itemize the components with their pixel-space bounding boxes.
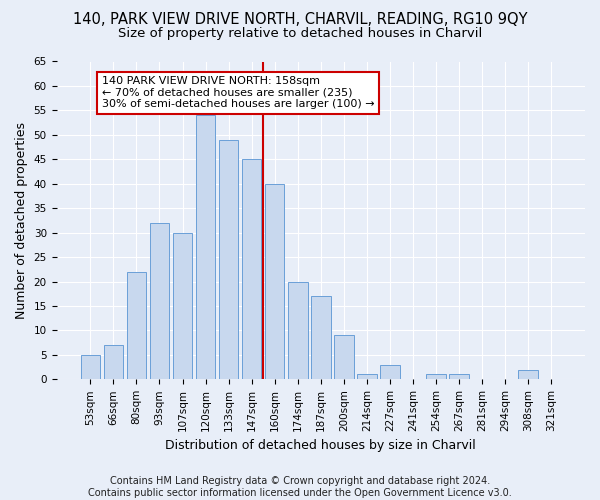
Bar	[518, 370, 538, 380]
Text: Contains HM Land Registry data © Crown copyright and database right 2024.
Contai: Contains HM Land Registry data © Crown c…	[88, 476, 512, 498]
Bar	[242, 160, 262, 380]
Text: 140, PARK VIEW DRIVE NORTH, CHARVIL, READING, RG10 9QY: 140, PARK VIEW DRIVE NORTH, CHARVIL, REA…	[73, 12, 527, 28]
Bar	[173, 232, 193, 380]
X-axis label: Distribution of detached houses by size in Charvil: Distribution of detached houses by size …	[166, 440, 476, 452]
Bar	[288, 282, 308, 380]
Bar	[334, 336, 353, 380]
Y-axis label: Number of detached properties: Number of detached properties	[15, 122, 28, 319]
Bar	[127, 272, 146, 380]
Bar	[311, 296, 331, 380]
Bar	[196, 116, 215, 380]
Bar	[426, 374, 446, 380]
Bar	[380, 364, 400, 380]
Bar	[80, 355, 100, 380]
Bar	[357, 374, 377, 380]
Bar	[265, 184, 284, 380]
Bar	[104, 345, 123, 380]
Text: Size of property relative to detached houses in Charvil: Size of property relative to detached ho…	[118, 28, 482, 40]
Text: 140 PARK VIEW DRIVE NORTH: 158sqm
← 70% of detached houses are smaller (235)
30%: 140 PARK VIEW DRIVE NORTH: 158sqm ← 70% …	[102, 76, 374, 110]
Bar	[449, 374, 469, 380]
Bar	[219, 140, 238, 380]
Bar	[149, 223, 169, 380]
